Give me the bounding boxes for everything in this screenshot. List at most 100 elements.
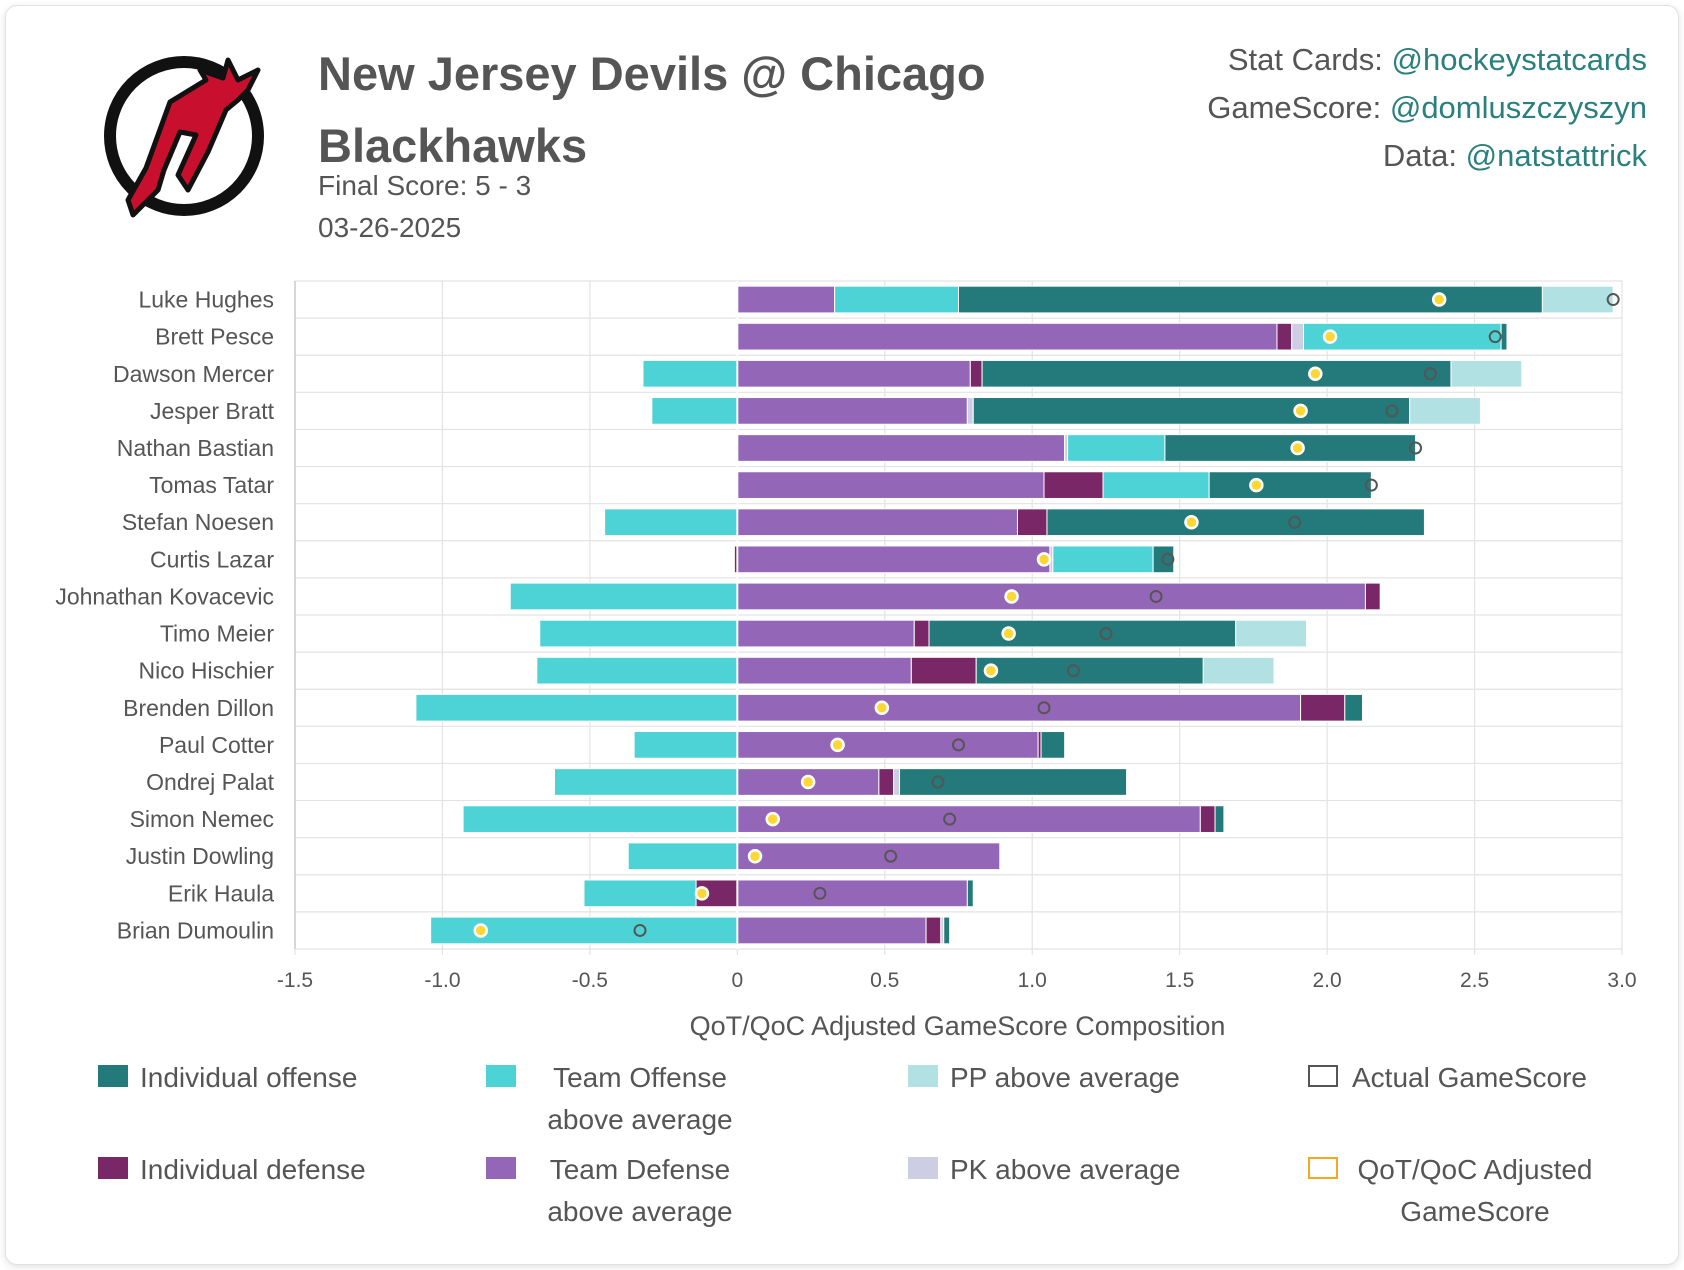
bar-segment-team-defense xyxy=(736,322,1278,351)
actual-gamescore-marker xyxy=(1288,515,1302,529)
bar-segment-team-defense xyxy=(736,879,968,908)
bar-segment-team-defense xyxy=(736,619,915,648)
actual-gamescore-marker xyxy=(1423,367,1437,381)
bar-segment-individual-defense xyxy=(1364,582,1381,611)
bar-segment-team-defense xyxy=(736,397,968,425)
bar-segment-team-defense xyxy=(736,508,1018,537)
bar-segment-individual-defense xyxy=(910,656,977,685)
bar-segment-pp xyxy=(1202,656,1275,685)
actual-gamescore-marker xyxy=(1067,664,1081,678)
actual-gamescore-marker xyxy=(1488,330,1502,344)
bar-segment-individual-offense xyxy=(1500,322,1508,351)
bar-segment-pk xyxy=(1291,322,1305,351)
bar-segment-individual-offense xyxy=(972,397,1411,425)
bar-segment-individual-offense xyxy=(899,768,1128,796)
adjusted-gamescore-marker xyxy=(874,700,890,716)
player-label: Simon Nemec xyxy=(130,806,274,832)
hockeystatcards-link[interactable]: @hockeystatcards xyxy=(1391,42,1647,77)
adjusted-gamescore-marker xyxy=(830,737,845,753)
x-tick-label: -0.5 xyxy=(572,969,608,992)
player-label: Erik Haula xyxy=(168,880,274,906)
bar-segment-individual-offense xyxy=(1164,434,1417,462)
bar-segment-pk xyxy=(966,397,974,425)
bar-segment-team-offense xyxy=(583,879,697,908)
bar-segment-team-defense xyxy=(736,545,1051,574)
domluszczyszyn-link[interactable]: @domluszczyszyn xyxy=(1389,90,1647,125)
actual-gamescore-marker xyxy=(1149,589,1163,603)
player-label: Johnathan Kovacevic xyxy=(55,583,274,609)
adjusted-gamescore-marker xyxy=(1322,329,1338,344)
actual-gamescore-marker xyxy=(633,923,647,937)
bar-segment-team-defense xyxy=(736,805,1201,833)
final-score: Final Score: 5 - 3 xyxy=(318,170,532,201)
bar-segment-team-offense xyxy=(633,731,738,759)
bar-segment-team-defense xyxy=(736,731,1039,759)
bar-segment-individual-defense xyxy=(1199,805,1216,833)
actual-gamescore-marker xyxy=(931,775,945,789)
player-label: Tomas Tatar xyxy=(149,472,274,498)
bar-segment-team-offense xyxy=(509,582,738,611)
bar-segment-team-defense xyxy=(736,471,1045,499)
bar-segment-individual-defense xyxy=(969,359,983,388)
player-label: Timo Meier xyxy=(160,621,274,647)
player-label: Luke Hughes xyxy=(138,287,274,313)
player-label: Brian Dumoulin xyxy=(117,917,274,943)
credit-line-data: Data: @natstattrick xyxy=(1382,138,1647,173)
bar-segment-individual-offense xyxy=(1152,545,1175,574)
bar-segment-individual-defense xyxy=(1276,322,1293,351)
actual-gamescore-marker xyxy=(884,849,898,863)
player-label: Ondrej Palat xyxy=(146,769,274,795)
adjusted-gamescore-marker xyxy=(1249,477,1264,493)
adjusted-gamescore-marker xyxy=(1431,292,1447,307)
bar-segment-team-offense xyxy=(1067,434,1166,462)
x-tick-label: 1.0 xyxy=(1018,969,1047,992)
actual-gamescore-marker xyxy=(1037,701,1051,715)
bar-segment-team-defense xyxy=(736,842,1001,871)
adjusted-gamescore-marker xyxy=(747,848,763,864)
bar-segment-team-offense xyxy=(627,842,738,871)
bar-segment-team-offense xyxy=(536,656,738,685)
bar-segment-individual-offense xyxy=(1040,731,1066,759)
x-tick-label: 0.5 xyxy=(870,969,899,992)
x-tick-label: -1.0 xyxy=(424,969,460,992)
bar-segment-individual-offense xyxy=(958,285,1543,314)
adjusted-gamescore-marker xyxy=(983,663,999,678)
adjusted-gamescore-marker xyxy=(1001,626,1016,641)
bar-segment-team-offense xyxy=(462,805,738,833)
bar-segment-individual-offense xyxy=(1208,471,1372,499)
bar-segment-individual-offense xyxy=(966,879,974,908)
player-label: Stefan Noesen xyxy=(122,509,274,535)
bar-segment-individual-offense xyxy=(1344,693,1363,722)
player-label: Brett Pesce xyxy=(155,324,274,350)
x-axis-label: QoT/QoC Adjusted GameScore Composition xyxy=(689,1011,1226,1041)
bar-segment-team-defense xyxy=(736,693,1302,722)
actual-gamescore-marker xyxy=(813,886,827,900)
actual-gamescore-marker xyxy=(1606,293,1620,307)
bar-segment-team-defense xyxy=(736,916,927,945)
credit-line-stat-cards: Stat Cards: @hockeystatcards xyxy=(1227,42,1647,77)
bar-segment-team-offense xyxy=(554,768,738,796)
bar-segment-team-defense xyxy=(736,582,1366,611)
bar-segment-team-offense xyxy=(1102,471,1210,499)
adjusted-gamescore-marker xyxy=(1184,514,1199,530)
bar-segment-individual-defense xyxy=(878,768,895,796)
x-tick-label: 1.5 xyxy=(1165,969,1194,992)
adjusted-gamescore-marker xyxy=(473,923,489,938)
bar-segment-team-defense xyxy=(736,434,1066,462)
actual-gamescore-marker xyxy=(1385,404,1399,418)
bar-segment-team-offense xyxy=(415,693,738,722)
player-label: Paul Cotter xyxy=(159,732,274,758)
bar-segment-individual-defense xyxy=(925,916,942,945)
bar-segment-pp xyxy=(1450,359,1523,388)
credit-line-gamescore: GameScore: @domluszczyszyn xyxy=(1207,90,1647,125)
adjusted-gamescore-marker xyxy=(694,886,710,901)
x-tick-label: 3.0 xyxy=(1607,969,1636,992)
bar-segment-pk xyxy=(893,768,901,796)
adjusted-gamescore-marker xyxy=(765,811,780,827)
bar-segment-individual-offense xyxy=(943,916,951,945)
bar-segment-team-defense xyxy=(736,285,836,314)
player-label: Justin Dowling xyxy=(126,843,274,869)
adjusted-gamescore-marker xyxy=(800,774,816,790)
player-label: Dawson Mercer xyxy=(113,361,274,387)
natstattrick-link[interactable]: @natstattrick xyxy=(1465,138,1647,173)
